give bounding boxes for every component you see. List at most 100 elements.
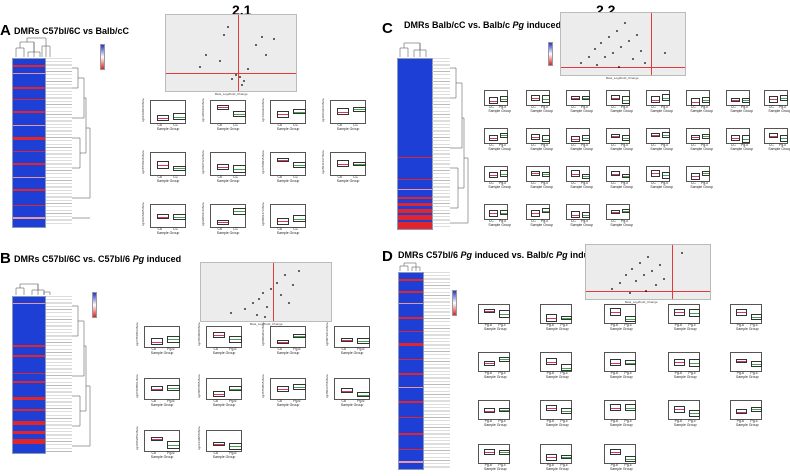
- box-x-axis-label: Sample Group: [730, 109, 753, 113]
- box-category-label: CC: [293, 123, 299, 127]
- box-category-label: Pg-c: [688, 323, 696, 327]
- box-median: [689, 362, 699, 364]
- box-median: [651, 134, 659, 136]
- box-median: [358, 341, 369, 343]
- box-category-label: Pg-6: [229, 451, 237, 455]
- box-category-label: C6: [277, 347, 282, 351]
- box-category-label: CC: [530, 143, 536, 147]
- box-median: [780, 98, 788, 100]
- box-x-axis-label: Sample Group: [690, 185, 713, 189]
- box-x-axis-label: Sample Group: [212, 403, 236, 407]
- box-category-label: Pg-c: [740, 105, 749, 109]
- box-category-label: Pg-6: [736, 323, 744, 327]
- box-category-label: C6: [151, 347, 156, 351]
- box-category-label: Pg-6: [610, 463, 618, 467]
- box-category-label: CC: [768, 105, 774, 109]
- box-category-label: CC: [173, 175, 179, 179]
- box-group-2: [661, 171, 671, 179]
- boxplot-D-1: [540, 304, 572, 324]
- box-category-label: CC: [650, 105, 656, 109]
- box-x-axis-label: Sample Group: [610, 423, 633, 427]
- box-median: [542, 99, 550, 101]
- box-category-label: Pg-c: [560, 323, 568, 327]
- box-median: [737, 361, 747, 362]
- box-median: [500, 173, 508, 175]
- boxplot-D-7: [604, 352, 636, 372]
- box-median: [571, 214, 579, 216]
- box-category-label: Pg-6: [357, 399, 365, 403]
- box-median: [689, 413, 699, 415]
- box-category-label: CC: [233, 175, 239, 179]
- panel-A-row-dendrogram: [72, 67, 91, 219]
- box-median: [338, 163, 349, 165]
- box-median: [702, 136, 710, 138]
- box-median: [234, 168, 245, 170]
- box-category-label: C6: [151, 399, 156, 403]
- box-category-label: C6: [157, 123, 162, 127]
- boxplot-C-21: [686, 166, 711, 182]
- box-y-axis-label: cg24568098.Beta: [197, 322, 201, 346]
- box-x-axis-label: Sample Group: [150, 455, 174, 459]
- box-category-label: CC: [570, 181, 576, 185]
- box-median: [611, 312, 621, 314]
- box-category-label: C6: [213, 451, 218, 455]
- box-median: [611, 452, 621, 454]
- panel-C-row-dendrogram: [450, 67, 469, 224]
- box-median: [294, 218, 305, 220]
- box-x-axis-label: Sample Group: [336, 179, 360, 183]
- box-median: [662, 97, 670, 99]
- box-group-2: [581, 135, 591, 142]
- box-group-1: [530, 95, 540, 102]
- box-group-1: [151, 386, 164, 392]
- box-y-axis-label: cg35033768.Beta: [325, 374, 329, 398]
- box-group-2: [167, 441, 180, 449]
- box-x-axis-label: Sample Group: [768, 109, 790, 113]
- box-y-axis-label: cg02984310.Beta: [201, 202, 205, 226]
- box-median: [499, 452, 509, 454]
- box-median: [611, 97, 619, 99]
- boxplot-B-9: [206, 430, 242, 452]
- box-group-2: [624, 455, 636, 462]
- box-category-label: Pg-c: [498, 219, 507, 223]
- box-group-1: [341, 338, 354, 343]
- box-x-axis-label: Sample Group: [488, 223, 511, 227]
- box-x-axis-label: Sample Group: [276, 403, 300, 407]
- box-category-label: Pg-c: [560, 419, 568, 423]
- box-median: [731, 137, 739, 139]
- box-group-2: [661, 132, 671, 138]
- box-group-1: [341, 388, 354, 394]
- box-category-label: Pg-c: [620, 105, 629, 109]
- box-median: [561, 410, 571, 412]
- box-x-axis-label: Sample Group: [610, 375, 633, 379]
- box-category-label: CC: [610, 181, 616, 185]
- box-median: [691, 176, 699, 178]
- box-median: [230, 339, 241, 341]
- boxplot-A-10: [270, 204, 306, 228]
- box-median: [547, 361, 557, 363]
- box-median: [218, 107, 229, 109]
- box-median: [622, 211, 630, 213]
- box-group-1: [277, 386, 290, 393]
- boxplot-D-12: [604, 400, 636, 420]
- box-y-axis-label: cg00072610.Beta: [325, 322, 329, 346]
- box-x-axis-label: Sample Group: [546, 467, 569, 471]
- box-median: [651, 99, 659, 101]
- box-median: [500, 135, 508, 137]
- box-y-axis-label: cg26057885.Beta: [197, 374, 201, 398]
- box-category-label: Pg-c: [660, 143, 669, 147]
- box-category-label: Pg-6: [229, 399, 237, 403]
- boxplot-D-17: [604, 444, 636, 464]
- box-y-axis-label: cg13684394.Beta: [201, 98, 205, 122]
- box-group-2: [498, 449, 510, 455]
- panel-A-column-dendrogram: [15, 37, 51, 57]
- box-group-2: [779, 94, 789, 102]
- box-median: [358, 394, 369, 396]
- box-category-label: Pg-c: [624, 463, 632, 467]
- box-median: [689, 312, 699, 314]
- box-x-axis-label: Sample Group: [570, 147, 593, 151]
- box-category-label: Pg-6: [610, 323, 618, 327]
- box-category-label: CC: [650, 181, 656, 185]
- box-median: [158, 117, 169, 119]
- box-x-axis-label: Sample Group: [690, 109, 713, 113]
- box-x-axis-label: Sample Group: [570, 185, 593, 189]
